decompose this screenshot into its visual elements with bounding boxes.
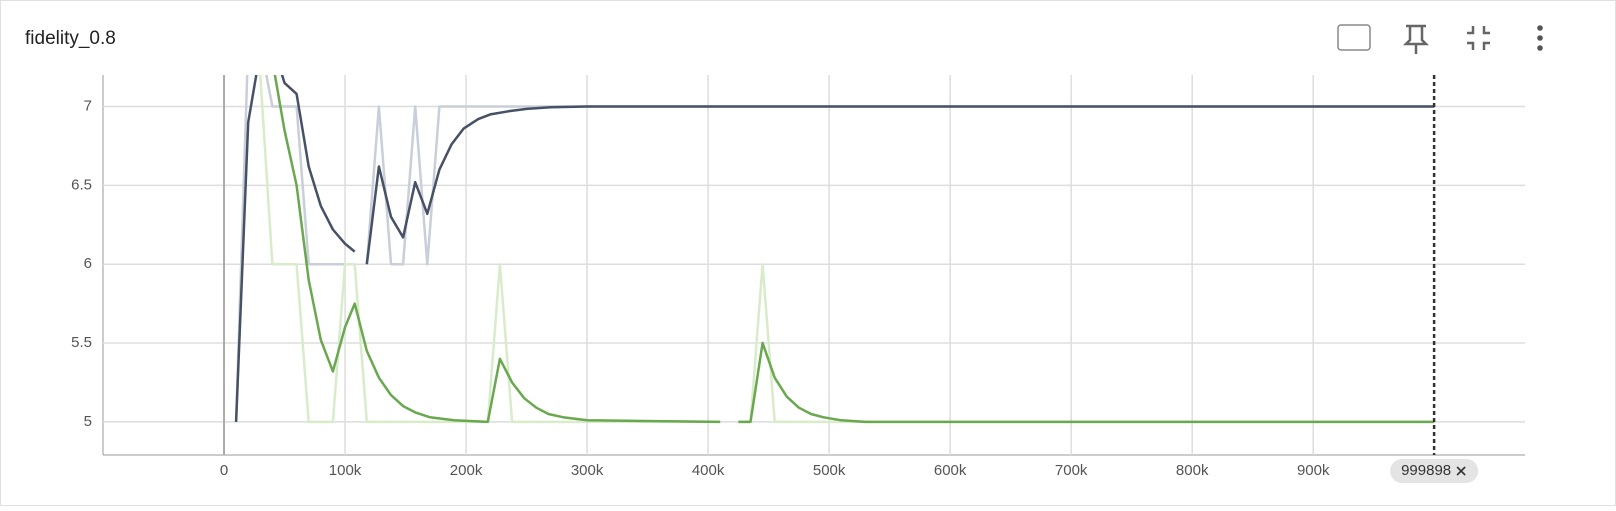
series-line: [273, 75, 1435, 424]
y-tick-label: 7: [84, 98, 92, 115]
x-tick-label: 100k: [329, 462, 362, 479]
pin-button[interactable]: [1402, 24, 1430, 54]
x-tick-label: 700k: [1055, 462, 1088, 479]
cursor-remove[interactable]: [1456, 466, 1466, 476]
fit-domain-button[interactable]: [1337, 24, 1371, 51]
series-line: [234, 75, 1435, 422]
more-button[interactable]: [1537, 25, 1543, 51]
x-tick-label: 300k: [571, 462, 604, 479]
y-tick-label: 5.5: [71, 334, 92, 351]
x-tick-label: 400k: [692, 462, 725, 479]
x-tick-label: 200k: [450, 462, 483, 479]
x-tick-label: 900k: [1297, 462, 1330, 479]
x-tick-label: 600k: [934, 462, 967, 479]
x-tick-label: 0: [220, 462, 228, 479]
cursor-label: 999898: [1401, 462, 1451, 479]
x-tick-label: 500k: [813, 462, 846, 479]
y-tick-label: 6.5: [71, 176, 92, 193]
y-tick-label: 5: [84, 413, 92, 430]
series-line: [234, 75, 1435, 422]
chart-title: fidelity_0.8: [25, 28, 116, 49]
cursor-chip: [1390, 459, 1479, 483]
collapse-button[interactable]: [1467, 26, 1490, 50]
x-tick-label: 800k: [1176, 462, 1209, 479]
y-tick-label: 6: [84, 255, 92, 272]
toolbar: [1337, 24, 1543, 54]
